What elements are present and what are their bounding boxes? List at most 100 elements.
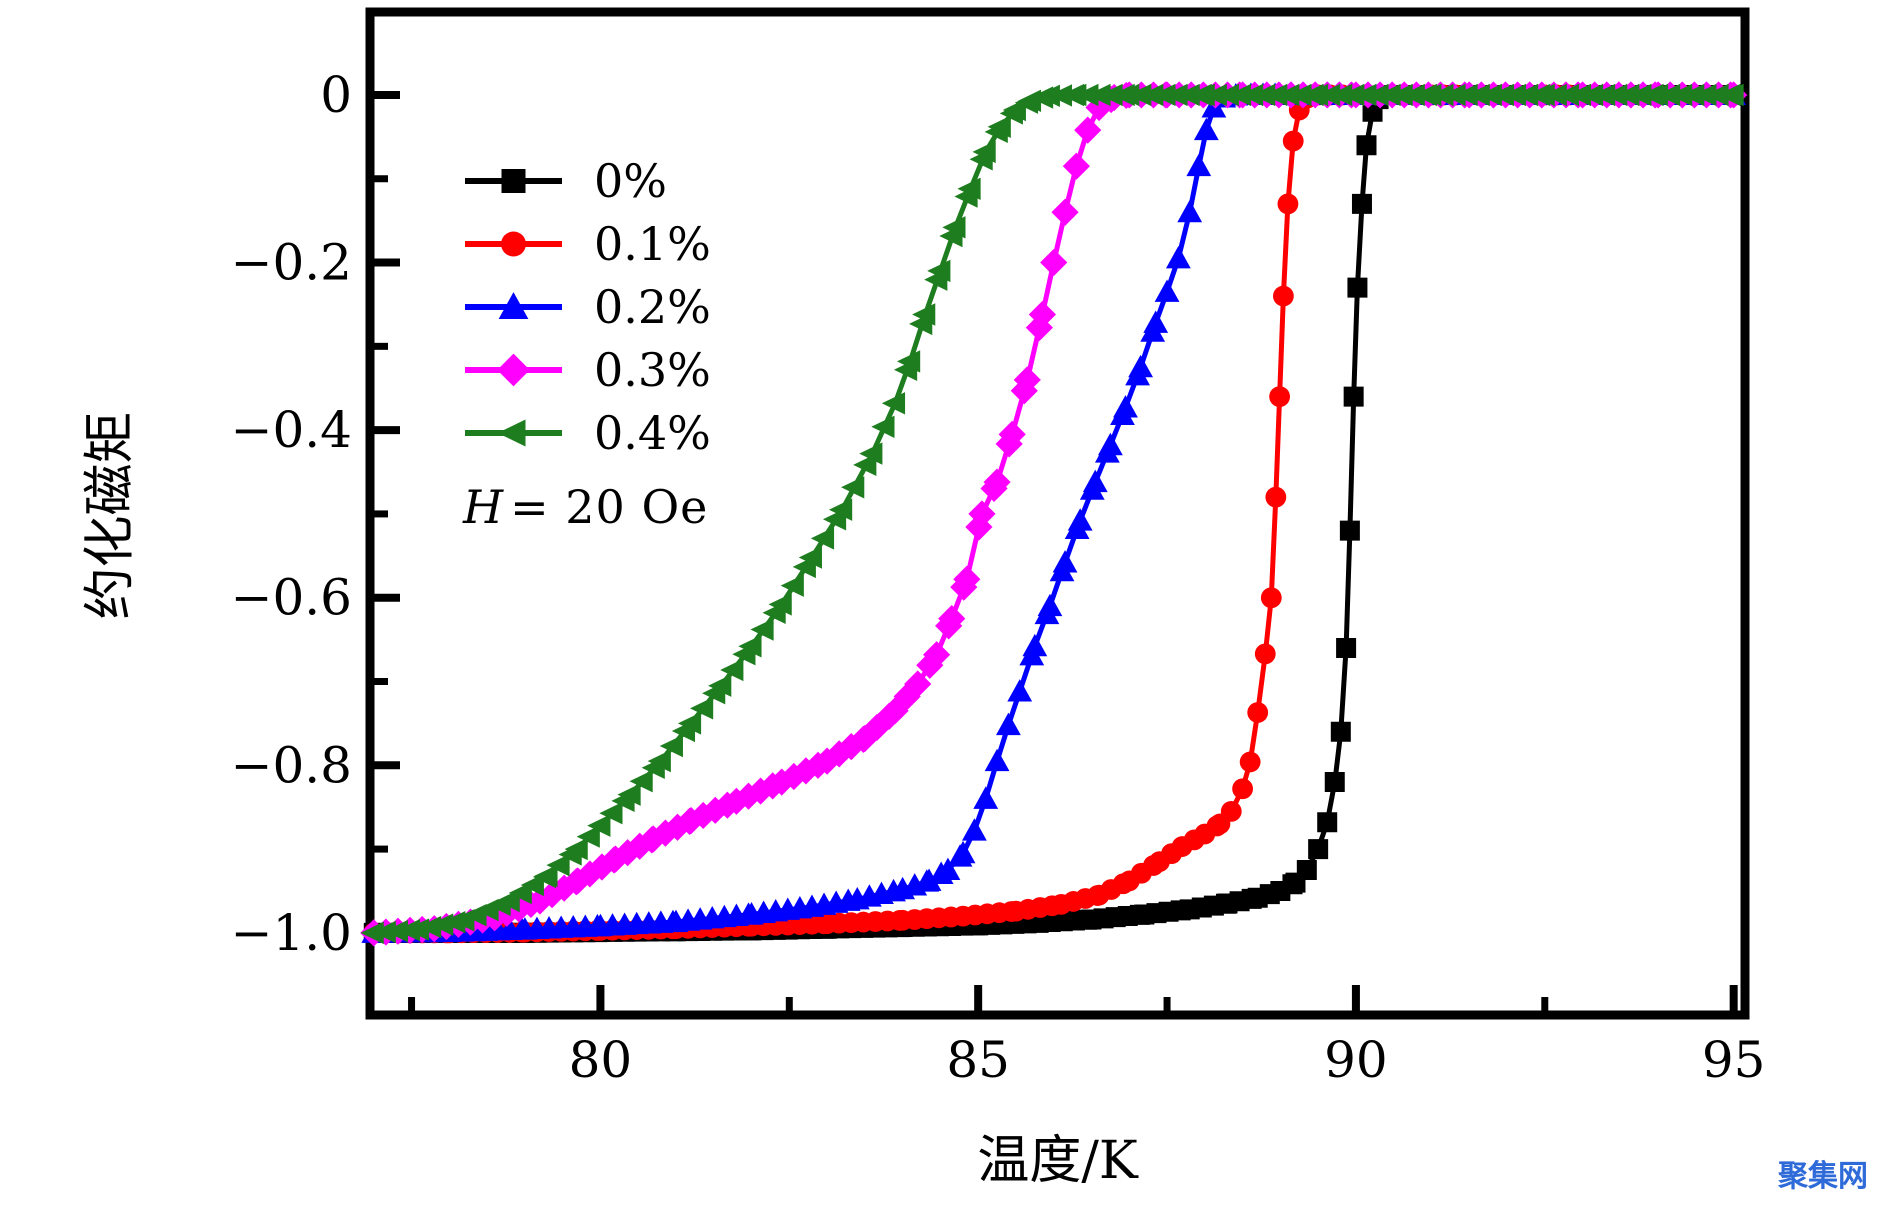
data-marker bbox=[1339, 520, 1360, 541]
data-marker bbox=[984, 748, 1010, 772]
data-marker bbox=[1604, 83, 1628, 107]
data-marker bbox=[1116, 83, 1140, 107]
data-marker bbox=[851, 724, 879, 753]
data-marker bbox=[1720, 83, 1744, 107]
data-marker bbox=[953, 565, 981, 593]
data-marker bbox=[405, 918, 430, 941]
data-marker bbox=[1152, 83, 1176, 107]
data-marker bbox=[659, 734, 683, 758]
data-marker bbox=[1028, 300, 1056, 329]
data-marker bbox=[384, 919, 408, 943]
data-marker bbox=[1308, 839, 1329, 860]
data-marker bbox=[972, 140, 996, 164]
data-marker bbox=[841, 476, 865, 499]
data-marker bbox=[1063, 83, 1087, 107]
x-axis-title: 温度/K bbox=[977, 1131, 1138, 1191]
data-marker bbox=[1693, 83, 1717, 107]
data-marker bbox=[1296, 860, 1317, 881]
data-marker bbox=[927, 259, 951, 283]
data-marker bbox=[935, 857, 961, 881]
data-marker bbox=[1154, 279, 1180, 302]
data-marker bbox=[1232, 778, 1253, 800]
data-marker bbox=[629, 770, 653, 793]
data-marker bbox=[871, 415, 895, 438]
data-marker bbox=[564, 867, 592, 895]
data-marker bbox=[798, 546, 822, 569]
data-marker bbox=[720, 658, 744, 682]
x-tick-label: 95 bbox=[1702, 1031, 1766, 1089]
series-0.4% bbox=[360, 83, 1744, 945]
data-marker bbox=[1075, 83, 1099, 107]
data-marker bbox=[546, 853, 570, 877]
data-marker bbox=[938, 605, 966, 633]
data-marker bbox=[576, 825, 600, 848]
data-marker bbox=[968, 500, 996, 528]
data-marker bbox=[708, 674, 732, 697]
data-marker bbox=[614, 839, 642, 867]
data-marker bbox=[1013, 366, 1041, 394]
data-marker bbox=[501, 231, 526, 257]
data-marker bbox=[961, 818, 987, 841]
data-marker bbox=[1330, 721, 1351, 742]
data-marker bbox=[576, 860, 604, 888]
data-marker bbox=[1193, 117, 1219, 141]
data-marker bbox=[1113, 395, 1138, 418]
data-marker bbox=[1341, 83, 1365, 107]
data-marker bbox=[677, 712, 702, 735]
data-marker bbox=[746, 777, 775, 805]
data-marker bbox=[916, 651, 944, 679]
x-tick-label: 85 bbox=[946, 1031, 1010, 1089]
data-marker bbox=[987, 115, 1011, 138]
data-marker bbox=[1099, 83, 1123, 107]
data-marker bbox=[923, 641, 951, 669]
x-tick-label: 90 bbox=[1324, 1031, 1388, 1089]
data-marker bbox=[587, 814, 611, 837]
legend-item-0.2%: 0.2% bbox=[465, 280, 711, 334]
data-marker bbox=[1276, 83, 1300, 107]
data-marker bbox=[1657, 83, 1681, 107]
data-marker bbox=[1317, 83, 1341, 107]
data-marker bbox=[1087, 83, 1111, 107]
data-marker bbox=[912, 303, 936, 326]
data-marker bbox=[859, 442, 883, 465]
data-marker bbox=[1377, 83, 1401, 107]
data-marker bbox=[881, 697, 909, 725]
field-annotation: H = 20 Oe bbox=[463, 480, 708, 534]
data-marker bbox=[1579, 83, 1604, 107]
data-marker bbox=[430, 913, 454, 936]
data-marker bbox=[1543, 83, 1567, 107]
data-marker bbox=[1628, 83, 1652, 107]
data-marker bbox=[1277, 193, 1299, 215]
data-marker bbox=[1165, 245, 1191, 269]
data-marker bbox=[828, 498, 853, 521]
data-marker bbox=[501, 169, 526, 193]
data-marker bbox=[1272, 285, 1294, 307]
data-marker bbox=[1343, 386, 1364, 407]
data-marker bbox=[942, 216, 966, 239]
data-marker bbox=[677, 807, 705, 835]
data-marker bbox=[1220, 800, 1242, 822]
data-marker bbox=[813, 747, 841, 775]
x-tick-label: 80 bbox=[569, 1031, 633, 1089]
y-tick-label: 0 bbox=[320, 66, 352, 124]
data-marker bbox=[973, 786, 999, 809]
watermark: 聚集网 bbox=[1778, 1159, 1868, 1194]
data-marker bbox=[372, 920, 396, 944]
field-annotation-value: = 20 Oe bbox=[510, 480, 709, 534]
legend-item-0.3%: 0.3% bbox=[465, 343, 711, 397]
plot-frame bbox=[365, 7, 1750, 1020]
data-marker bbox=[1252, 83, 1276, 107]
data-marker bbox=[1418, 83, 1442, 107]
data-marker bbox=[1062, 152, 1090, 180]
data-marker bbox=[1052, 550, 1078, 573]
data-marker bbox=[853, 453, 877, 477]
data-marker bbox=[881, 392, 906, 415]
data-marker bbox=[1478, 83, 1502, 107]
data-marker bbox=[1555, 83, 1579, 107]
data-marker bbox=[550, 874, 578, 902]
data-marker bbox=[1430, 83, 1454, 107]
data-marker bbox=[1401, 83, 1425, 107]
legend-label: 0.4% bbox=[594, 406, 711, 460]
data-marker bbox=[1176, 83, 1200, 107]
